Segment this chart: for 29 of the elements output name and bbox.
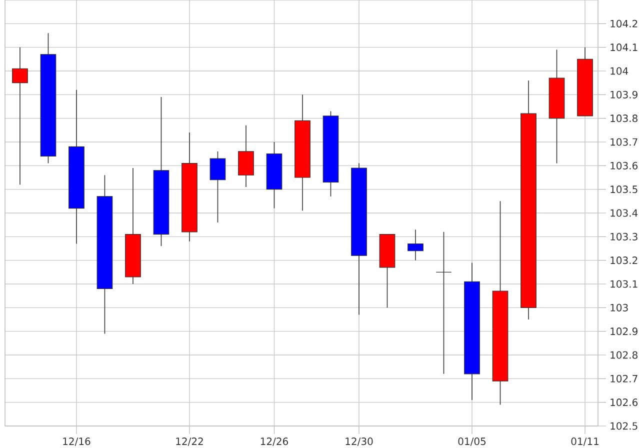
candlestick xyxy=(210,151,226,223)
x-tick-label: 01/05 xyxy=(458,438,486,446)
y-tick-label: 102.6 xyxy=(610,398,638,406)
y-tick-label: 104.1 xyxy=(610,44,638,52)
candlestick xyxy=(408,229,424,261)
y-tick-label: 103.3 xyxy=(610,232,638,240)
y-tick-label: 104 xyxy=(610,67,628,75)
y-tick-label: 103.5 xyxy=(610,186,638,194)
candlestick xyxy=(12,46,28,185)
y-tick-label: 103.1 xyxy=(610,280,638,288)
y-tick-label: 103 xyxy=(610,304,628,312)
y-tick-label: 102.5 xyxy=(610,422,638,430)
y-tick-label: 103.7 xyxy=(610,138,638,146)
x-tick-label: 01/11 xyxy=(571,438,598,446)
y-tick-label: 103.2 xyxy=(610,256,638,264)
y-tick-label: 103.8 xyxy=(610,114,638,122)
y-tick-label: 103.9 xyxy=(610,90,638,98)
y-tick-label: 102.8 xyxy=(610,351,638,359)
y-tick-label: 104.2 xyxy=(610,20,638,28)
y-tick-label: 102.9 xyxy=(610,328,638,336)
candlestick xyxy=(436,232,452,374)
x-tick-label: 12/30 xyxy=(346,438,373,446)
x-tick-label: 12/16 xyxy=(63,438,90,446)
y-tick-label: 102.7 xyxy=(610,374,638,382)
y-tick-label: 103.4 xyxy=(610,209,638,217)
y-tick-label: 103.6 xyxy=(610,162,638,170)
x-tick-label: 12/26 xyxy=(260,438,288,446)
candlestick xyxy=(238,125,254,188)
x-tick-label: 12/22 xyxy=(176,438,203,446)
